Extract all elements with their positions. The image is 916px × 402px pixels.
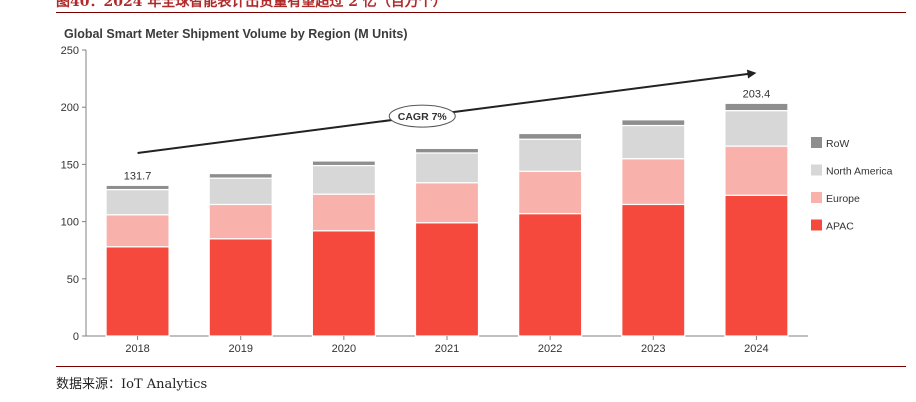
cagr-bubble: [388, 104, 456, 128]
cagr-label: CAGR 7%: [398, 111, 448, 123]
bar-segment-row: [414, 147, 480, 154]
bar-segment-row: [724, 102, 789, 112]
bar-segment-europe: [311, 193, 376, 232]
bar-segment-apac: [724, 194, 789, 337]
bar-segment-row: [621, 119, 686, 127]
figure-caption: 图40：2024 年全球智能表计出货量有望超过 2 亿（百万个）: [56, 0, 447, 10]
legend-label-europe: Europe: [826, 193, 860, 205]
bar-segment-apac: [208, 238, 273, 337]
bar-total-label: 203.4: [743, 88, 771, 100]
x-tick-label: 2022: [538, 343, 562, 355]
bar-segment-europe: [414, 182, 480, 224]
source-rule: [56, 366, 906, 367]
bar-segment-europe: [208, 203, 273, 240]
legend-label-apac: APAC: [826, 221, 854, 233]
source-note: 数据来源：IoT Analytics: [56, 377, 208, 392]
bar-segment-row: [518, 132, 583, 140]
legend-swatch-row: [811, 137, 822, 148]
bar-segment-north-america: [311, 164, 376, 195]
y-tick-label: 250: [61, 45, 79, 57]
bar-segment-north-america: [208, 177, 273, 206]
bar-segment-row: [208, 172, 273, 179]
legend-label-row: RoW: [826, 138, 849, 150]
y-tick-label: 50: [67, 274, 79, 286]
bar-segment-north-america: [621, 124, 686, 160]
cagr-arrow-head: [746, 69, 757, 79]
bar-segment-europe: [105, 214, 170, 248]
x-tick-label: 2020: [332, 343, 356, 355]
y-tick-label: 100: [61, 217, 79, 229]
bar-segment-row: [311, 160, 376, 167]
x-tick-label: 2018: [125, 343, 149, 355]
bar-segment-apac: [311, 230, 376, 337]
bar-segment-apac: [414, 222, 480, 337]
x-tick-label: 2023: [641, 343, 665, 355]
legend-swatch-europe: [811, 192, 822, 203]
bar-segment-apac: [621, 203, 686, 337]
bar-segment-apac: [518, 212, 583, 337]
y-tick-label: 0: [73, 331, 79, 343]
x-tick-label: 2024: [744, 343, 768, 355]
caption-rule: [56, 12, 906, 13]
x-tick-label: 2021: [435, 343, 459, 355]
bar-segment-row: [105, 184, 170, 191]
bar-segment-north-america: [724, 110, 789, 147]
bar-segment-apac: [105, 246, 170, 337]
bar-segment-europe: [724, 145, 789, 196]
bar-segment-north-america: [518, 138, 583, 172]
bar-segment-europe: [621, 158, 686, 206]
y-tick-label: 200: [61, 102, 79, 114]
legend-swatch-north-america: [811, 164, 822, 176]
bar-total-label: 131.7: [124, 170, 152, 182]
bar-segment-north-america: [414, 152, 480, 184]
bar-segment-north-america: [105, 188, 170, 216]
y-tick-label: 150: [61, 159, 79, 171]
legend-swatch-apac: [811, 219, 822, 231]
chart-title: Global Smart Meter Shipment Volume by Re…: [64, 27, 408, 41]
bar-segment-europe: [518, 170, 583, 215]
legend-label-north-america: North America: [826, 166, 893, 178]
x-tick-label: 2019: [228, 343, 252, 355]
